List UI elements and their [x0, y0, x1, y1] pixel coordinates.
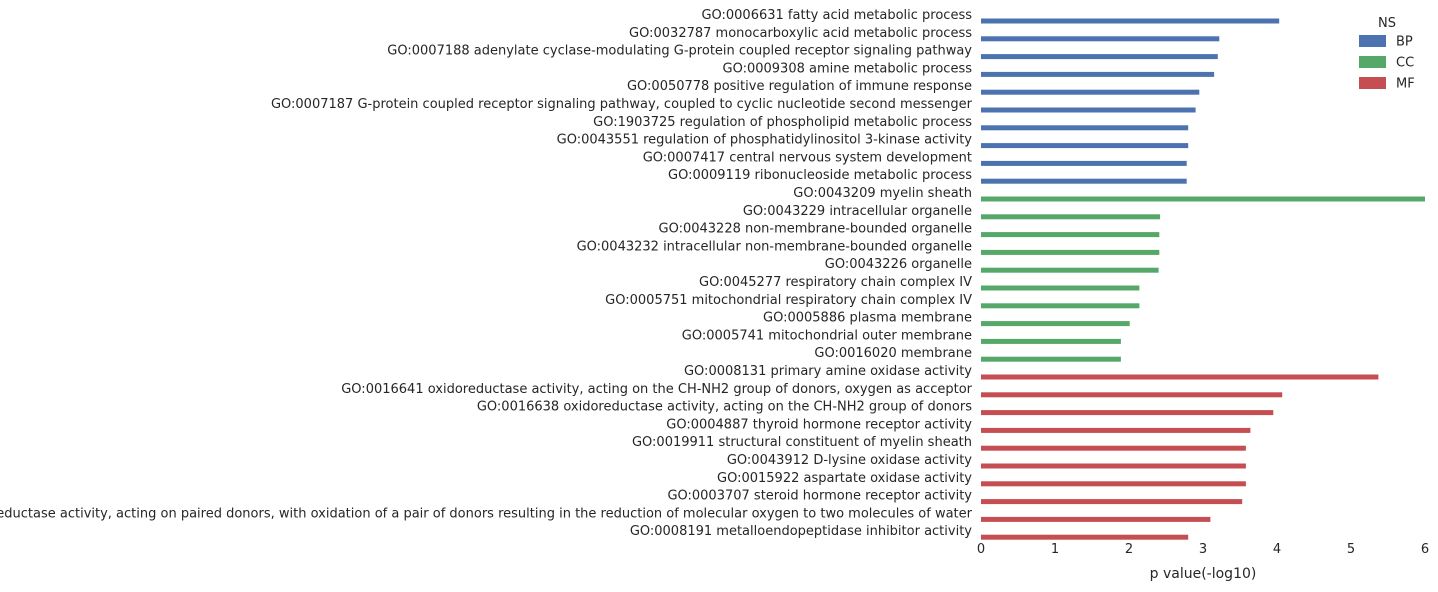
bar-cc [981, 196, 1425, 202]
bar-bp [981, 54, 1218, 60]
bar-cc [981, 214, 1161, 220]
legend-title: NS [1378, 16, 1396, 31]
bar-cc [981, 249, 1160, 255]
legend: NS BP CC MF [1359, 16, 1415, 92]
x-axis-title: p value(-log10) [1150, 566, 1257, 582]
legend-label: BP [1396, 35, 1413, 50]
bar-bp [981, 178, 1187, 184]
bars-layer [981, 18, 1425, 540]
category-label: GO:0016641 oxidoreductase activity, acti… [341, 382, 972, 397]
bar-cc [981, 356, 1121, 362]
category-label: GO:0003707 steroid hormone receptor acti… [667, 489, 972, 504]
category-label: GO:0008131 primary amine oxidase activit… [684, 364, 972, 379]
category-label: GO:0007188 adenylate cyclase-modulating … [387, 44, 972, 59]
x-tick-label: 5 [1347, 542, 1355, 557]
category-label: GO:0005751 mitochondrial respiratory cha… [605, 293, 972, 308]
category-label: GO:0016717 oxidoreductase activity, acti… [0, 506, 973, 521]
category-label: GO:0004887 thyroid hormone receptor acti… [666, 417, 972, 432]
legend-swatch-cc [1359, 56, 1386, 68]
category-label: GO:1903725 regulation of phospholipid me… [593, 115, 972, 130]
category-label: GO:0009308 amine metabolic process [723, 61, 973, 76]
bar-mf [981, 374, 1379, 380]
legend-label: CC [1396, 56, 1414, 71]
category-label: GO:0015922 aspartate oxidase activity [717, 471, 972, 486]
bar-bp [981, 71, 1215, 77]
x-tick-label: 6 [1421, 542, 1429, 557]
x-tick-label: 3 [1199, 542, 1207, 557]
category-label: GO:0050778 positive regulation of immune… [627, 79, 972, 94]
bar-mf [981, 410, 1274, 416]
bar-bp [981, 18, 1280, 24]
bar-cc [981, 338, 1121, 344]
legend-label: MF [1396, 77, 1415, 92]
category-label: GO:0007417 central nervous system develo… [643, 150, 972, 165]
bar-cc [981, 267, 1159, 273]
bar-mf [981, 445, 1246, 451]
category-label: GO:0016020 membrane [814, 346, 972, 361]
bar-mf [981, 427, 1251, 433]
bar-cc [981, 232, 1160, 238]
bar-bp [981, 160, 1187, 166]
bar-mf [981, 463, 1246, 469]
bar-bp [981, 143, 1189, 149]
bar-mf [981, 392, 1283, 398]
x-tick-label: 4 [1273, 542, 1281, 557]
category-label: GO:0043551 regulation of phosphatidylino… [557, 133, 973, 148]
category-label: GO:0019911 structural constituent of mye… [632, 435, 972, 450]
category-label: GO:0008191 metalloendopeptidase inhibito… [630, 524, 972, 539]
bar-cc [981, 321, 1130, 327]
bar-mf [981, 499, 1243, 505]
bar-mf [981, 516, 1211, 522]
x-tick-label: 2 [1125, 542, 1133, 557]
category-label: GO:0006631 fatty acid metabolic process [701, 8, 972, 23]
bar-bp [981, 89, 1200, 95]
x-axis: 0 1 2 3 4 5 6 [977, 542, 1429, 557]
category-label: GO:0005886 plasma membrane [763, 311, 972, 326]
bar-bp [981, 36, 1220, 42]
bar-cc [981, 303, 1140, 309]
bar-mf [981, 481, 1246, 487]
category-label: GO:0009119 ribonucleoside metabolic proc… [668, 168, 972, 183]
category-label: GO:0032787 monocarboxylic acid metabolic… [629, 26, 972, 41]
legend-swatch-mf [1359, 77, 1386, 89]
bar-mf [981, 534, 1189, 540]
category-label: GO:0005741 mitochondrial outer membrane [682, 328, 972, 343]
category-label: GO:0043226 organelle [825, 257, 972, 272]
x-tick-label: 0 [977, 542, 985, 557]
bar-cc [981, 285, 1140, 291]
category-label: GO:0043229 intracellular organelle [743, 204, 972, 219]
bar-bp [981, 107, 1196, 113]
category-label: GO:0043232 intracellular non-membrane-bo… [577, 239, 972, 254]
category-label: GO:0043912 D-lysine oxidase activity [727, 453, 972, 468]
category-label: GO:0007187 G-protein coupled receptor si… [271, 97, 973, 112]
category-labels-layer: GO:0006631 fatty acid metabolic process G… [0, 8, 973, 539]
category-label: GO:0043209 myelin sheath [793, 186, 972, 201]
category-label: GO:0045277 respiratory chain complex IV [699, 275, 972, 290]
category-label: GO:0043228 non-membrane-bounded organell… [659, 222, 973, 237]
legend-swatch-bp [1359, 35, 1386, 47]
x-tick-label: 1 [1051, 542, 1059, 557]
bar-bp [981, 125, 1189, 131]
category-label: GO:0016638 oxidoreductase activity, acti… [477, 400, 972, 415]
